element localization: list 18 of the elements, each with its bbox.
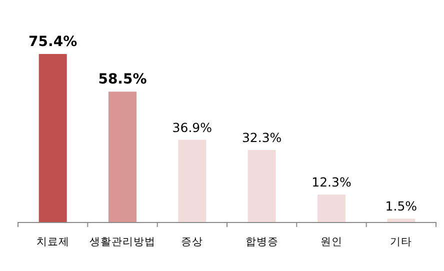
x-tick-label: 생활관리방법 bbox=[90, 236, 156, 248]
bar bbox=[38, 54, 67, 222]
bar bbox=[318, 194, 346, 222]
data-label: 1.5% bbox=[385, 198, 418, 214]
data-label: 32.3% bbox=[242, 130, 282, 146]
x-tick-label: 합병증 bbox=[245, 236, 278, 248]
bar bbox=[248, 150, 276, 222]
data-label: 58.5% bbox=[98, 72, 147, 88]
x-tick-label: 치료제 bbox=[36, 236, 70, 248]
x-tick-label: 기타 bbox=[390, 236, 412, 248]
bar bbox=[178, 140, 206, 222]
x-tick-label: 원인 bbox=[320, 236, 342, 248]
x-tick-label: 증상 bbox=[181, 236, 204, 248]
data-label: 12.3% bbox=[312, 174, 352, 190]
data-label: 75.4% bbox=[28, 34, 78, 50]
data-label: 36.9% bbox=[172, 120, 212, 135]
bar bbox=[387, 218, 416, 222]
bar bbox=[108, 92, 136, 222]
